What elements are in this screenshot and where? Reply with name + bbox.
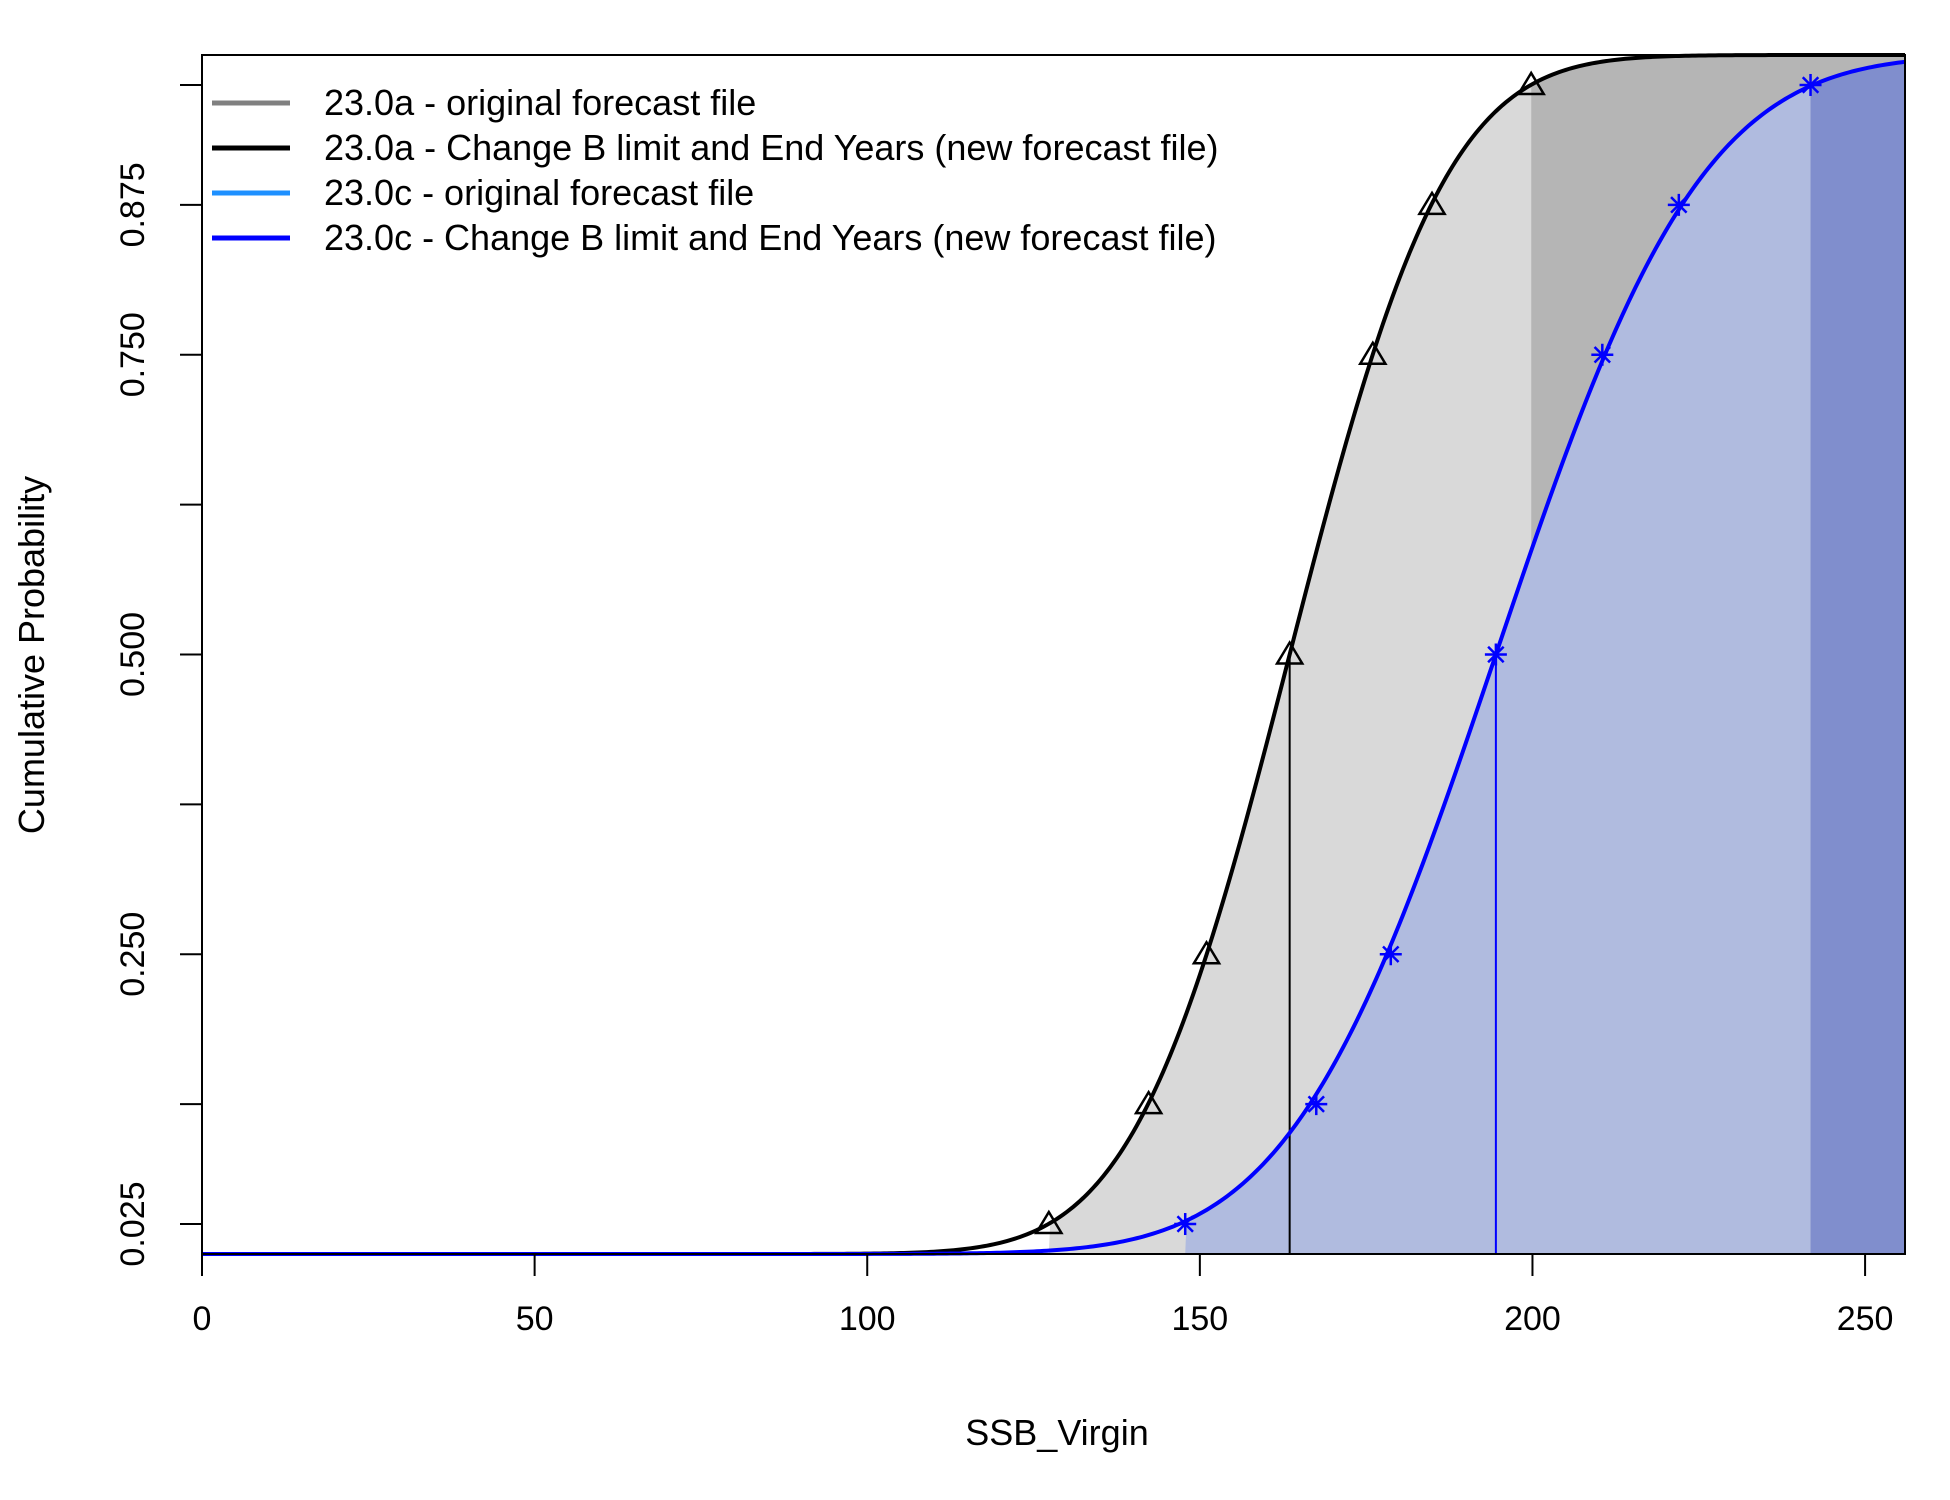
shade-central-1 — [1185, 85, 1811, 1255]
triangle-marker-0-5 — [1417, 190, 1447, 216]
triangle-marker-0-4 — [1358, 340, 1388, 365]
triangle-marker-0-3 — [1274, 640, 1305, 665]
shade-upper-tail-1 — [1810, 61, 1905, 1254]
x-tick-label-1: 50 — [516, 1300, 554, 1338]
triangle-marker-0-2 — [1191, 939, 1222, 965]
y-tick-label-0: 0.025 — [114, 1181, 152, 1266]
triangle-marker-0-0 — [1034, 1209, 1064, 1235]
asterisk-stroke — [1487, 645, 1505, 664]
probability-shading — [1048, 55, 1905, 1255]
y-tick-label-2: 0.250 — [114, 912, 152, 997]
x-tick-label-0: 0 — [193, 1300, 212, 1338]
legend-label-2: 23.0c - original forecast file — [324, 172, 754, 213]
x-tick-label-4: 200 — [1504, 1300, 1561, 1338]
y-tick-label-6: 0.750 — [114, 312, 152, 397]
x-axis-title: SSB_Virgin — [965, 1412, 1148, 1453]
legend-label-1: 23.0a - Change B limit and End Years (ne… — [324, 127, 1219, 168]
asterisk-marker-1-5 — [1667, 193, 1690, 216]
legend-label-0: 23.0a - original forecast file — [324, 82, 756, 123]
asterisk-stroke — [1307, 1095, 1325, 1113]
y-axis: 0.025 0.250 0.500 0.750 0.875 — [114, 83, 203, 1267]
asterisk-stroke — [1670, 196, 1688, 214]
y-axis-title: Cumulative Probability — [11, 476, 52, 834]
triangle-marker-0-6 — [1516, 70, 1546, 96]
legend-label-3: 23.0c - Change B limit and End Years (ne… — [324, 217, 1216, 258]
asterisk-marker-1-3 — [1484, 643, 1507, 666]
triangle-marker-0-1 — [1133, 1089, 1164, 1115]
asterisk-marker-1-1 — [1305, 1093, 1328, 1116]
asterisk-marker-1-0 — [1174, 1213, 1197, 1236]
asterisk-stroke — [1593, 346, 1611, 364]
asterisk-marker-1-2 — [1379, 943, 1402, 966]
x-tick-label-2: 100 — [839, 1300, 896, 1338]
x-tick-label-3: 150 — [1171, 1300, 1228, 1338]
asterisk-marker-1-6 — [1799, 73, 1822, 96]
y-tick-label-7: 0.875 — [114, 162, 152, 247]
x-axis: 0 50 100 150 200 250 — [193, 1253, 1894, 1338]
asterisk-stroke — [1801, 76, 1820, 94]
asterisk-stroke — [1382, 945, 1400, 963]
y-tick-label-4: 0.500 — [114, 612, 152, 697]
asterisk-stroke — [1176, 1215, 1194, 1233]
asterisk-marker-1-4 — [1591, 343, 1614, 366]
x-tick-label-5: 250 — [1837, 1300, 1894, 1338]
quantile-markers — [1034, 70, 1822, 1236]
